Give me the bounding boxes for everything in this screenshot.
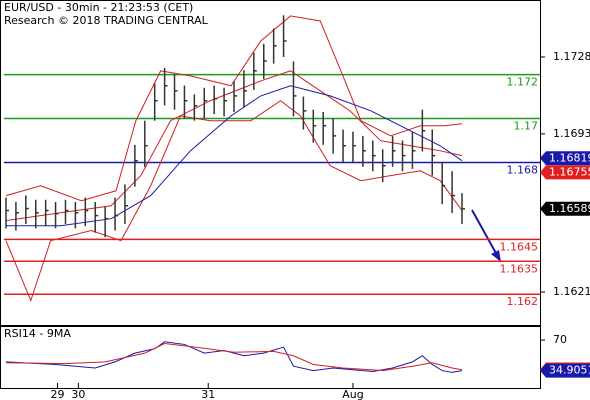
price-tag-box: [540, 151, 590, 166]
x-tick-label: Aug: [342, 388, 363, 400]
x-tick-label: 31: [201, 388, 215, 400]
price-tag-label: 1.16589: [549, 202, 590, 215]
indicator-line: [5, 15, 463, 202]
price-tag-label: 1.16819: [549, 151, 590, 164]
arrow-head: [491, 250, 501, 262]
level-label: 1.1635: [500, 262, 539, 275]
chart-subtitle: Research © 2018 TRADING CENTRAL: [4, 14, 209, 27]
y-tick-label: 70: [553, 333, 567, 346]
chart-title: EUR/USD - 30min - 21:23:53 (CET): [4, 1, 193, 14]
level-label: 1.162: [507, 295, 539, 308]
price-tag-label: 34.9051: [549, 364, 590, 377]
arrow-shaft: [471, 209, 498, 256]
rsi-title: RSI14 - 9MA: [4, 327, 71, 340]
rsi-line: [5, 341, 463, 373]
price-tag-box: [540, 363, 590, 378]
level-label: 1.1645: [500, 240, 539, 253]
indicator-line: [5, 70, 463, 222]
y-tick-label: 1.1693: [553, 127, 590, 140]
price-tag-box: [540, 165, 590, 180]
level-label: 1.172: [507, 76, 539, 89]
level-label: 1.17: [514, 120, 539, 133]
level-label: 1.168: [507, 163, 539, 176]
price-panel: [0, 0, 541, 326]
x-tick-label: 30: [71, 388, 85, 400]
price-tag-label: 1.16755: [549, 165, 590, 178]
price-tag-box: [540, 201, 590, 216]
rsi-line: [5, 343, 463, 372]
y-tick-label: 1.1728: [553, 50, 590, 63]
y-tick-label: 1.1621: [553, 285, 590, 298]
forecast-arrow: [471, 209, 501, 262]
indicator-line: [5, 100, 463, 303]
x-tick-label: 29: [51, 388, 65, 400]
rsi-panel: [0, 326, 541, 389]
indicator-line: [6, 85, 463, 227]
